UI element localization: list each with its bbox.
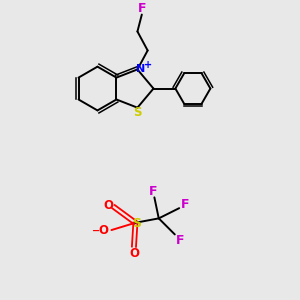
Text: O: O [98, 224, 108, 237]
Text: +: + [145, 60, 153, 70]
Text: S: S [134, 106, 142, 119]
Text: −: − [92, 226, 101, 236]
Text: F: F [181, 198, 189, 211]
Text: F: F [176, 234, 184, 247]
Text: N: N [136, 64, 145, 74]
Text: O: O [129, 247, 139, 260]
Text: F: F [138, 2, 147, 15]
Text: O: O [103, 199, 113, 212]
Text: S: S [132, 217, 141, 230]
Text: F: F [149, 185, 157, 198]
